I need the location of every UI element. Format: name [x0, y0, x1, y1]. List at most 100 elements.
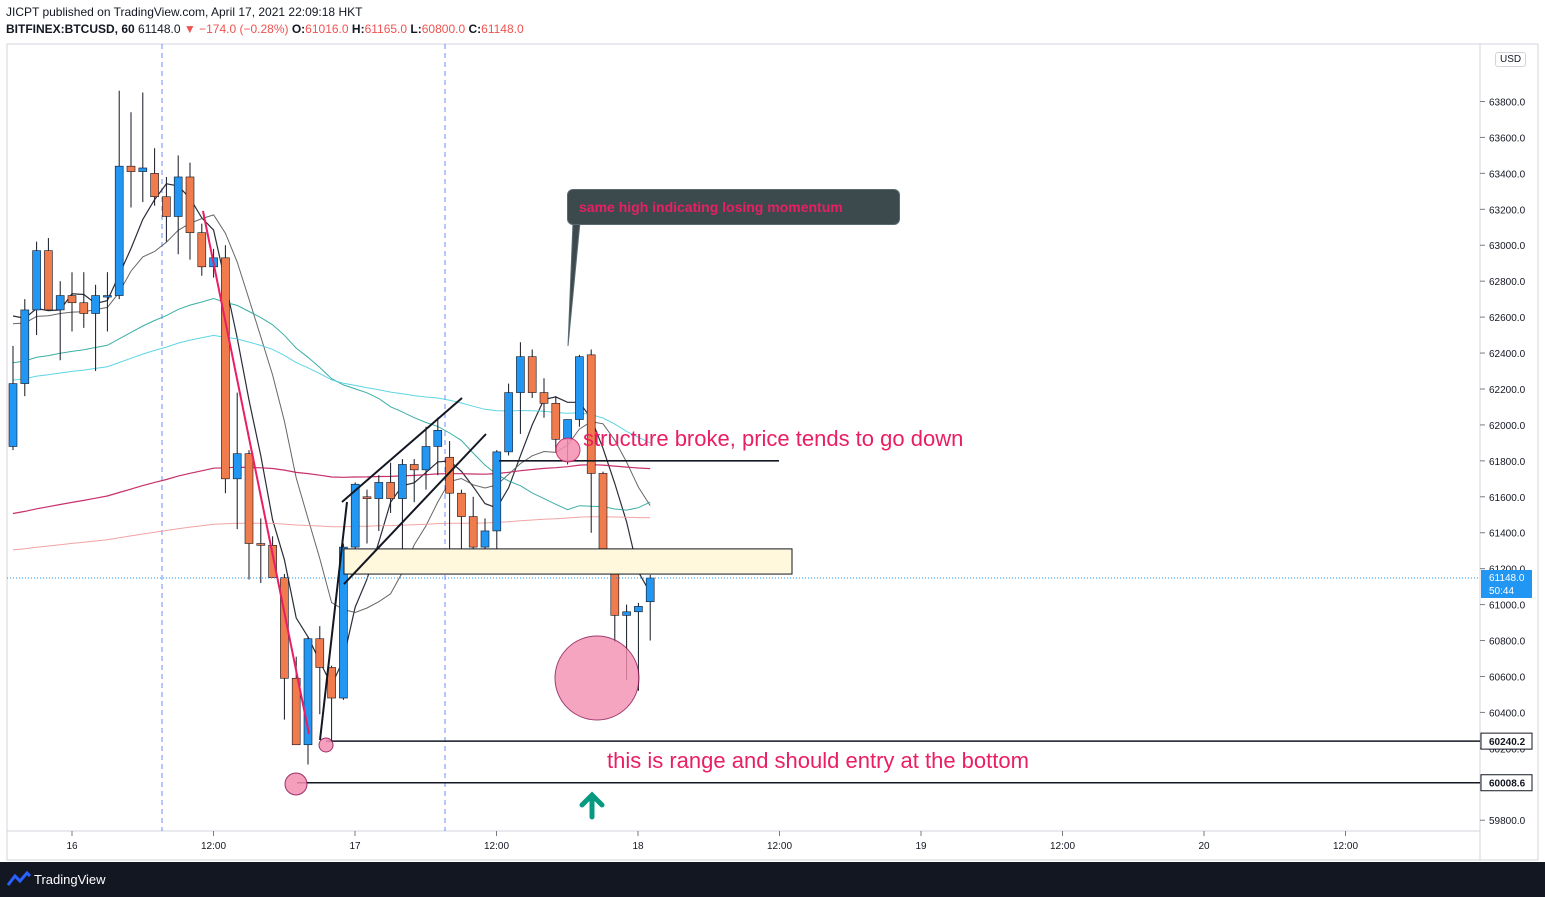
open-value: 61016.0 — [305, 22, 349, 36]
price-tick-label: 61800.0 — [1489, 457, 1526, 468]
candle-body — [138, 167, 148, 172]
price-tick-label: 63200.0 — [1489, 205, 1526, 216]
candle-body — [551, 403, 561, 440]
candle-body — [339, 546, 348, 699]
candle-body — [539, 392, 549, 404]
price-change: ▼ −174.0 (−0.28%) — [183, 22, 289, 36]
symbol-legend: BITFINEX:BTCUSD, 60 61148.0 ▼ −174.0 (−0… — [6, 22, 524, 36]
level-tag-label: 60240.2 — [1489, 737, 1526, 748]
price-tick-label: 62600.0 — [1489, 313, 1526, 324]
candle-body — [32, 250, 41, 311]
level-tag — [1480, 774, 1533, 792]
candle-body — [291, 677, 301, 746]
price-tick-label: 63600.0 — [1489, 133, 1526, 144]
candle-body — [350, 483, 360, 548]
price-tick-label: 60400.0 — [1489, 708, 1526, 719]
time-tick-label: 12:00 — [767, 841, 792, 852]
level-tag-label: 60008.6 — [1489, 779, 1526, 790]
price-tick-label: 63400.0 — [1489, 169, 1526, 180]
candle-body — [504, 392, 513, 453]
moving-average-30 — [12, 297, 651, 511]
callout-text: same high indicating losing momentum — [579, 199, 843, 215]
price-tick-label: 60200.0 — [1489, 744, 1526, 755]
high-label: H: — [351, 22, 365, 36]
channel-lower-line — [343, 433, 487, 585]
candle-body — [362, 496, 372, 499]
low-label: L: — [410, 22, 422, 36]
downtrend-line — [202, 210, 310, 735]
bottom-zone-circle — [554, 635, 640, 721]
last-price: 61148.0 — [138, 22, 181, 36]
low-value: 60800.0 — [421, 22, 466, 36]
time-tick-label: 17 — [349, 841, 361, 852]
price-tick-label: 61400.0 — [1489, 529, 1526, 540]
candle-body — [315, 638, 325, 668]
candle-body — [44, 250, 53, 311]
candle-body — [457, 492, 466, 517]
candle-body — [386, 482, 395, 499]
level-tag — [1480, 732, 1533, 750]
price-tick-label: 60600.0 — [1489, 672, 1526, 683]
symbol-name: BITFINEX:BTCUSD, 60 — [6, 22, 135, 36]
time-tick-label: 18 — [632, 841, 644, 852]
candle-body — [268, 545, 277, 578]
candle-body — [645, 577, 655, 603]
close-label: C: — [468, 22, 482, 36]
currency-button[interactable]: USD — [1495, 52, 1527, 67]
publish-info: JICPT published on TradingView.com, Apri… — [6, 5, 363, 19]
candle-body — [398, 464, 407, 499]
time-tick-label: 12:00 — [1050, 841, 1075, 852]
footer-bar: TradingView — [0, 862, 1545, 897]
candle-body — [67, 295, 77, 304]
support-zone-box — [343, 548, 793, 575]
time-tick-label: 12:00 — [201, 841, 226, 852]
price-tick-label: 62400.0 — [1489, 349, 1526, 360]
candle-body — [563, 419, 572, 440]
time-tick-label: 12:00 — [1333, 841, 1358, 852]
price-tick-label: 61600.0 — [1489, 493, 1526, 504]
range-note: this is range and should entry at the bo… — [607, 748, 1029, 773]
candle-body — [634, 606, 643, 613]
higher-low-circle — [318, 737, 334, 753]
candle-body — [480, 530, 490, 548]
moving-average-200 — [12, 516, 651, 551]
moving-average-100 — [12, 464, 651, 515]
impulse-line — [319, 501, 348, 741]
countdown-tag-label: 50:44 — [1489, 586, 1514, 597]
price-tick-label: 62200.0 — [1489, 385, 1526, 396]
candle-body — [433, 430, 443, 447]
candle-body — [256, 543, 266, 546]
open-label: O: — [291, 22, 306, 36]
candle-body — [303, 638, 313, 746]
candle-body — [221, 257, 230, 480]
tradingview-logo-icon[interactable] — [7, 871, 31, 887]
candle-body — [173, 176, 183, 217]
time-tick-label: 19 — [915, 841, 927, 852]
channel-upper-line — [341, 397, 463, 503]
candle-body — [244, 453, 254, 544]
candle-body — [516, 356, 525, 393]
price-tick-label: 62800.0 — [1489, 277, 1526, 288]
price-tick-label: 62000.0 — [1489, 421, 1526, 432]
price-tick-label: 61000.0 — [1489, 601, 1526, 612]
price-tick-label: 59800.0 — [1489, 816, 1526, 827]
structure-note: structure broke, price tends to go down — [583, 426, 964, 451]
candle-body — [91, 295, 100, 314]
candle-body — [598, 473, 608, 553]
candle-body — [409, 464, 419, 471]
candle-body — [185, 176, 195, 233]
structure-break-circle — [555, 437, 581, 463]
candle-body — [162, 196, 171, 217]
candle-body — [20, 309, 30, 384]
candle-body — [114, 165, 124, 296]
candle-body — [527, 356, 537, 393]
candle-body — [492, 451, 502, 532]
footer-brand[interactable]: TradingView — [34, 872, 106, 887]
candle-body — [586, 354, 596, 474]
candle-body — [232, 453, 242, 480]
price-tick-label: 63000.0 — [1489, 241, 1526, 252]
close-value: 61148.0 — [481, 22, 524, 36]
low-point-circle — [284, 772, 308, 796]
candle-body — [103, 295, 112, 298]
